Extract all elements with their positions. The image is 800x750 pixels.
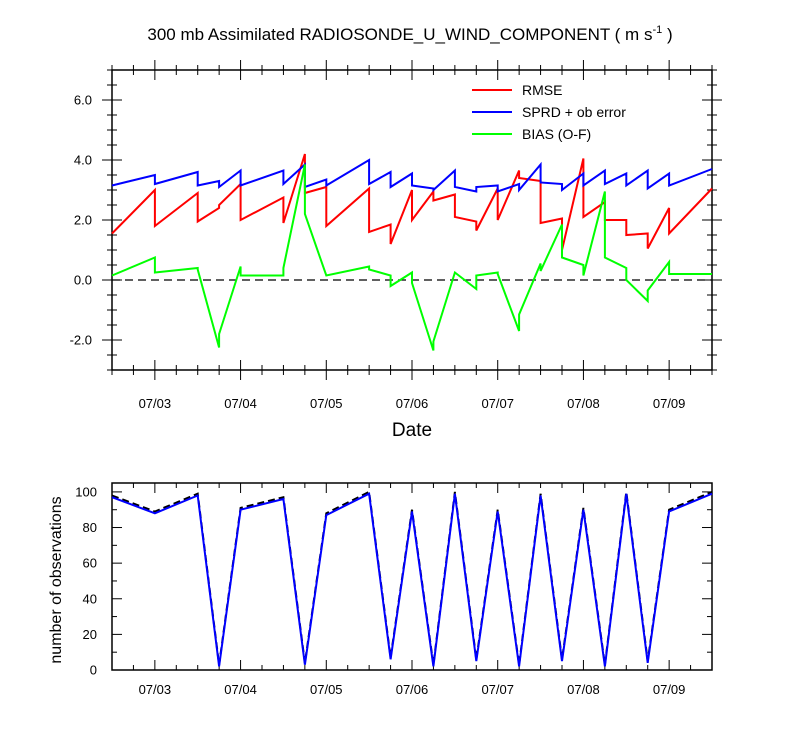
top-xaxis-label: Date bbox=[392, 420, 432, 441]
y-tick-label: 4.0 bbox=[74, 153, 92, 168]
y-tick-label: 0.0 bbox=[74, 273, 92, 288]
y-tick-label: 40 bbox=[83, 591, 97, 606]
x-tick-label: 07/04 bbox=[224, 396, 257, 411]
chart-title: 300 mb Assimilated RADIOSONDE_U_WIND_COM… bbox=[147, 24, 672, 44]
y-tick-label: 0 bbox=[90, 663, 97, 678]
y-tick-label: 2.0 bbox=[74, 213, 92, 228]
x-tick-label: 07/06 bbox=[396, 682, 429, 697]
x-tick-label: 07/05 bbox=[310, 682, 343, 697]
series-line-sprd-ob-error bbox=[111, 158, 713, 193]
bottom-panel: 07/03 07/04 07/05 07/06 07/07 07/08 07/09 0 20 40… bbox=[75, 482, 713, 697]
legend-label: SPRD + ob error bbox=[522, 104, 626, 120]
x-tick-label: 07/09 bbox=[653, 682, 686, 697]
series-line-obs-possible bbox=[111, 492, 713, 667]
x-tick-label: 07/09 bbox=[653, 396, 686, 411]
x-tick-label: 07/07 bbox=[481, 396, 514, 411]
x-tick-label: 07/07 bbox=[481, 682, 514, 697]
y-tick-label: 6.0 bbox=[74, 93, 92, 108]
chart-title-superscript: -1 bbox=[652, 24, 662, 36]
x-tick-label: 07/04 bbox=[224, 682, 257, 697]
x-tick-label: 07/06 bbox=[396, 396, 429, 411]
legend-label: RMSE bbox=[522, 82, 562, 98]
chart-title-end: ) bbox=[662, 25, 672, 44]
chart-title-main: 300 mb Assimilated RADIOSONDE_U_WIND_COM… bbox=[147, 25, 652, 44]
y-tick-label: 20 bbox=[83, 627, 97, 642]
series-line-bias-o-f bbox=[111, 164, 712, 351]
x-tick-label: 07/03 bbox=[139, 682, 172, 697]
x-tick-label: 07/08 bbox=[567, 682, 600, 697]
legend-label: BIAS (O-F) bbox=[522, 126, 591, 142]
top-panel: 07/03 07/04 07/05 07/06 07/07 07/08 07/09 -2.0 0… bbox=[70, 60, 722, 411]
y-tick-label: 60 bbox=[83, 556, 97, 571]
series-line-rmse bbox=[111, 153, 713, 251]
y-tick-label: 80 bbox=[83, 520, 97, 535]
y-tick-label: -2.0 bbox=[70, 333, 92, 348]
bottom-yaxis-label: number of observations bbox=[48, 496, 65, 663]
x-tick-label: 07/05 bbox=[310, 396, 343, 411]
y-tick-label: 100 bbox=[75, 484, 97, 499]
x-tick-label: 07/03 bbox=[139, 396, 172, 411]
x-tick-label: 07/08 bbox=[567, 396, 600, 411]
